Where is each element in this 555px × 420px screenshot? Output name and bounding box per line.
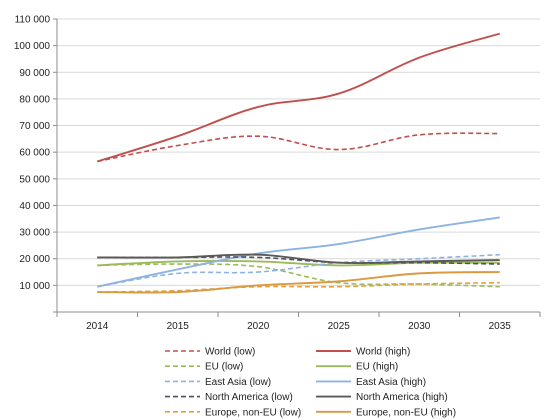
x-tick-label: 2014 bbox=[86, 321, 109, 332]
series-line-europe-non-eu-high bbox=[97, 271, 500, 294]
y-tick-label: 20 000 bbox=[19, 254, 50, 265]
legend-label: North America (high) bbox=[356, 392, 448, 403]
series-lines bbox=[96, 32, 501, 294]
legend-item-europe-non-eu-high: Europe, non-EU (high) bbox=[316, 407, 456, 418]
y-axis-ticks: 10 000 20 000 30 000 40 000 50 000 60 000 70 0… bbox=[14, 15, 57, 313]
x-tick-label: 2035 bbox=[489, 321, 512, 332]
legend-item-east-asia-low: East Asia (low) bbox=[165, 377, 271, 388]
y-tick-label: 40 000 bbox=[19, 201, 50, 212]
legend-item-east-asia-high: East Asia (high) bbox=[316, 377, 426, 388]
series-line-world-high bbox=[96, 32, 501, 163]
y-tick-label: 70 000 bbox=[19, 121, 50, 132]
x-tick-label: 2025 bbox=[328, 321, 351, 332]
x-tick-label: 2020 bbox=[247, 321, 270, 332]
legend: World (low) World (high) EU (low) EU (high)… bbox=[165, 347, 456, 418]
legend-item-north-america-high: North America (high) bbox=[316, 392, 448, 403]
legend-item-world-low: World (low) bbox=[165, 347, 255, 358]
y-tick-label: 10 000 bbox=[19, 281, 50, 292]
series-line-north-america-high bbox=[97, 253, 500, 265]
legend-label: Europe, non-EU (high) bbox=[356, 407, 456, 418]
y-tick-label: 80 000 bbox=[19, 94, 50, 105]
series-line-east-asia-high bbox=[97, 216, 500, 288]
series-line-east-asia-low bbox=[97, 253, 500, 288]
legend-item-europe-non-eu-low: Europe, non-EU (low) bbox=[165, 407, 301, 418]
legend-item-north-america-low: North America (low) bbox=[165, 392, 293, 403]
legend-label: World (low) bbox=[205, 347, 255, 358]
y-tick-label: 90 000 bbox=[19, 68, 50, 79]
y-tick-label: 30 000 bbox=[19, 228, 50, 239]
legend-label: EU (high) bbox=[356, 362, 398, 373]
legend-item-eu-low: EU (low) bbox=[165, 362, 243, 373]
legend-label: North America (low) bbox=[205, 392, 293, 403]
y-tick-label: 60 000 bbox=[19, 148, 50, 159]
legend-label: World (high) bbox=[356, 347, 410, 358]
legend-label: EU (low) bbox=[205, 362, 243, 373]
x-tick-label: 2015 bbox=[167, 321, 190, 332]
x-tick-label: 2030 bbox=[408, 321, 431, 332]
x-axis-ticks: 2014 2015 2020 2025 2030 2035 bbox=[56, 312, 541, 332]
y-tick-label: 110 000 bbox=[15, 15, 51, 26]
legend-label: East Asia (high) bbox=[356, 377, 426, 388]
y-tick-label: 100 000 bbox=[14, 41, 51, 52]
legend-item-eu-high: EU (high) bbox=[316, 362, 398, 373]
legend-label: East Asia (low) bbox=[205, 377, 271, 388]
legend-item-world-high: World (high) bbox=[316, 347, 410, 358]
y-tick-label: 50 000 bbox=[19, 174, 50, 185]
series-line-europe-non-eu-low bbox=[97, 281, 500, 293]
series-line-world-low bbox=[97, 132, 500, 163]
legend-label: Europe, non-EU (low) bbox=[205, 407, 301, 418]
